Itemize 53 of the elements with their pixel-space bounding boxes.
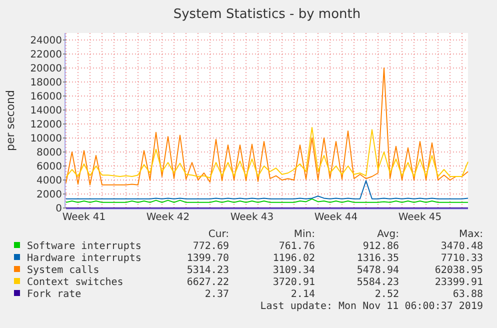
text: 1196.02 (272, 253, 315, 264)
text: 3470.48 (440, 241, 483, 252)
text: 63.88 (452, 289, 483, 300)
text: 1316.35 (356, 253, 399, 264)
y-tick-label: 10000 (30, 134, 62, 144)
legend-label: Context switches (27, 277, 124, 288)
x-tick-label: Week 42 (146, 212, 190, 223)
text: 2.14 (290, 289, 315, 300)
text: 7710.33 (440, 253, 483, 264)
y-tick-label: 18000 (30, 78, 62, 88)
text: 62038.95 (434, 265, 483, 276)
y-tick-label: 20000 (30, 64, 62, 74)
text: 2.52 (374, 289, 399, 300)
y-tick-label: 22000 (30, 50, 62, 60)
text: 6627.22 (186, 277, 229, 288)
text: 761.76 (278, 241, 315, 252)
text: 2.37 (204, 289, 229, 300)
y-axis-title: per second (4, 90, 17, 151)
x-tick-label: Week 45 (398, 212, 442, 223)
text: 3720.91 (272, 277, 315, 288)
y-tick-label: 16000 (30, 92, 62, 102)
text: 23399.91 (434, 277, 483, 288)
x-tick-label: Week 44 (314, 212, 358, 223)
legend-label: Software interrupts (27, 241, 142, 252)
text: Max: (458, 229, 483, 240)
y-tick-label: 6000 (36, 162, 62, 172)
line-series (66, 180, 468, 200)
chart-title: System Statistics - by month (173, 7, 361, 22)
text: Last update: Mon Nov 11 06:00:37 2019 (260, 301, 483, 312)
line-series (66, 127, 468, 178)
text: Min: (294, 229, 315, 240)
legend-label: Hardware interrupts (27, 253, 142, 264)
text: 5584.23 (356, 277, 399, 288)
text: 1399.70 (186, 253, 229, 264)
y-tick-label: 12000 (30, 120, 62, 130)
text: Avg: (377, 229, 399, 240)
y-tick-label: 24000 (30, 36, 62, 46)
y-tick-label: 4000 (36, 176, 62, 186)
y-tick-label: 0 (56, 204, 62, 214)
legend-label: System calls (27, 265, 100, 276)
y-tick-label: 2000 (36, 190, 62, 200)
text: 3109.34 (272, 265, 315, 276)
text: Cur: (208, 229, 229, 240)
x-tick-label: Week 41 (62, 212, 106, 223)
text: 912.86 (362, 241, 399, 252)
y-tick-label: 8000 (36, 148, 62, 158)
text: 5314.23 (186, 265, 229, 276)
y-tick-label: 14000 (30, 106, 62, 116)
text: 772.69 (192, 241, 229, 252)
line-series (66, 68, 468, 186)
x-tick-label: Week 43 (230, 212, 274, 223)
legend-label: Fork rate (27, 289, 82, 300)
text: 5478.94 (356, 265, 399, 276)
